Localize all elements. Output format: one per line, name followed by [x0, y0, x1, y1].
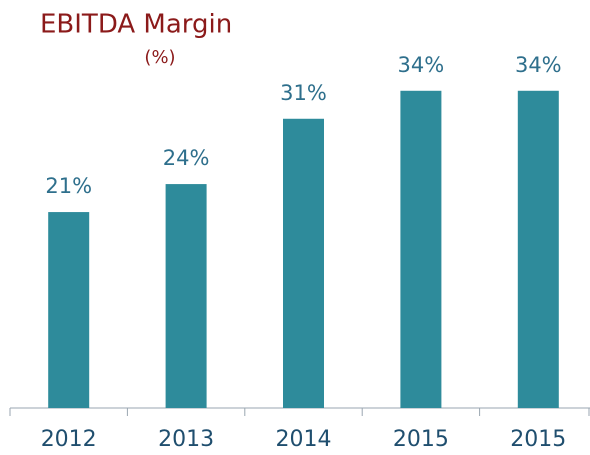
bar [48, 212, 90, 408]
bar [517, 90, 559, 408]
value-label: 24% [163, 146, 210, 170]
x-tick-label: 2012 [41, 427, 97, 452]
value-label: 34% [515, 53, 562, 77]
value-label: 31% [280, 81, 327, 105]
chart-title: EBITDA Margin [40, 10, 232, 40]
x-tick-label: 2013 [158, 427, 214, 452]
x-tick-label: 2015 [510, 427, 566, 452]
bar [165, 184, 207, 408]
chart-subtitle: (%) [144, 47, 175, 68]
x-tick-label: 2014 [276, 427, 332, 452]
x-tick-label: 2015 [393, 427, 449, 452]
bar [283, 118, 324, 409]
value-label: 34% [398, 53, 445, 77]
value-label: 21% [45, 174, 92, 198]
bar [400, 90, 442, 408]
